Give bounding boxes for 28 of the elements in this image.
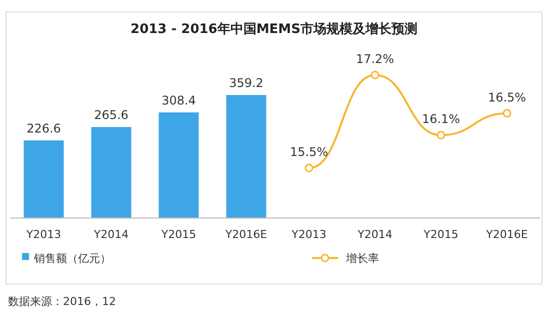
x-tick-label: Y2015 [422,228,458,241]
x-tick-label: Y2013 [25,228,62,241]
data-label: 15.5% [290,145,328,159]
data-label: 359.2 [229,76,264,90]
data-label: 226.6 [26,121,61,136]
x-tick-label: Y2013 [290,228,326,241]
x-tick-label: Y2014 [92,228,129,241]
data-label: 308.4 [162,93,196,108]
data-label: 265.6 [94,108,128,122]
data-label: 17.2% [356,52,394,66]
chart-title: 2013 - 2016年中国MEMS市场规模及增长预测 [130,21,418,37]
bar [158,112,199,218]
bar [91,127,132,218]
bar [226,95,266,218]
x-tick-label: Y2016E [224,228,268,241]
legend-label: 销售额（亿元） [33,252,111,265]
x-tick-label: Y2015 [160,228,196,241]
data-label: 16.5% [488,90,526,104]
bar [24,140,64,218]
point [304,164,314,172]
data-label: 16.1% [422,112,460,126]
point [436,130,446,140]
x-tick-label: Y2016E [485,228,528,241]
point [370,70,380,80]
source-note: 数据来源：2016，12 [8,295,116,308]
x-tick-label: Y2014 [356,228,392,241]
legend-label: 增长率 [345,252,379,265]
point [502,109,512,118]
